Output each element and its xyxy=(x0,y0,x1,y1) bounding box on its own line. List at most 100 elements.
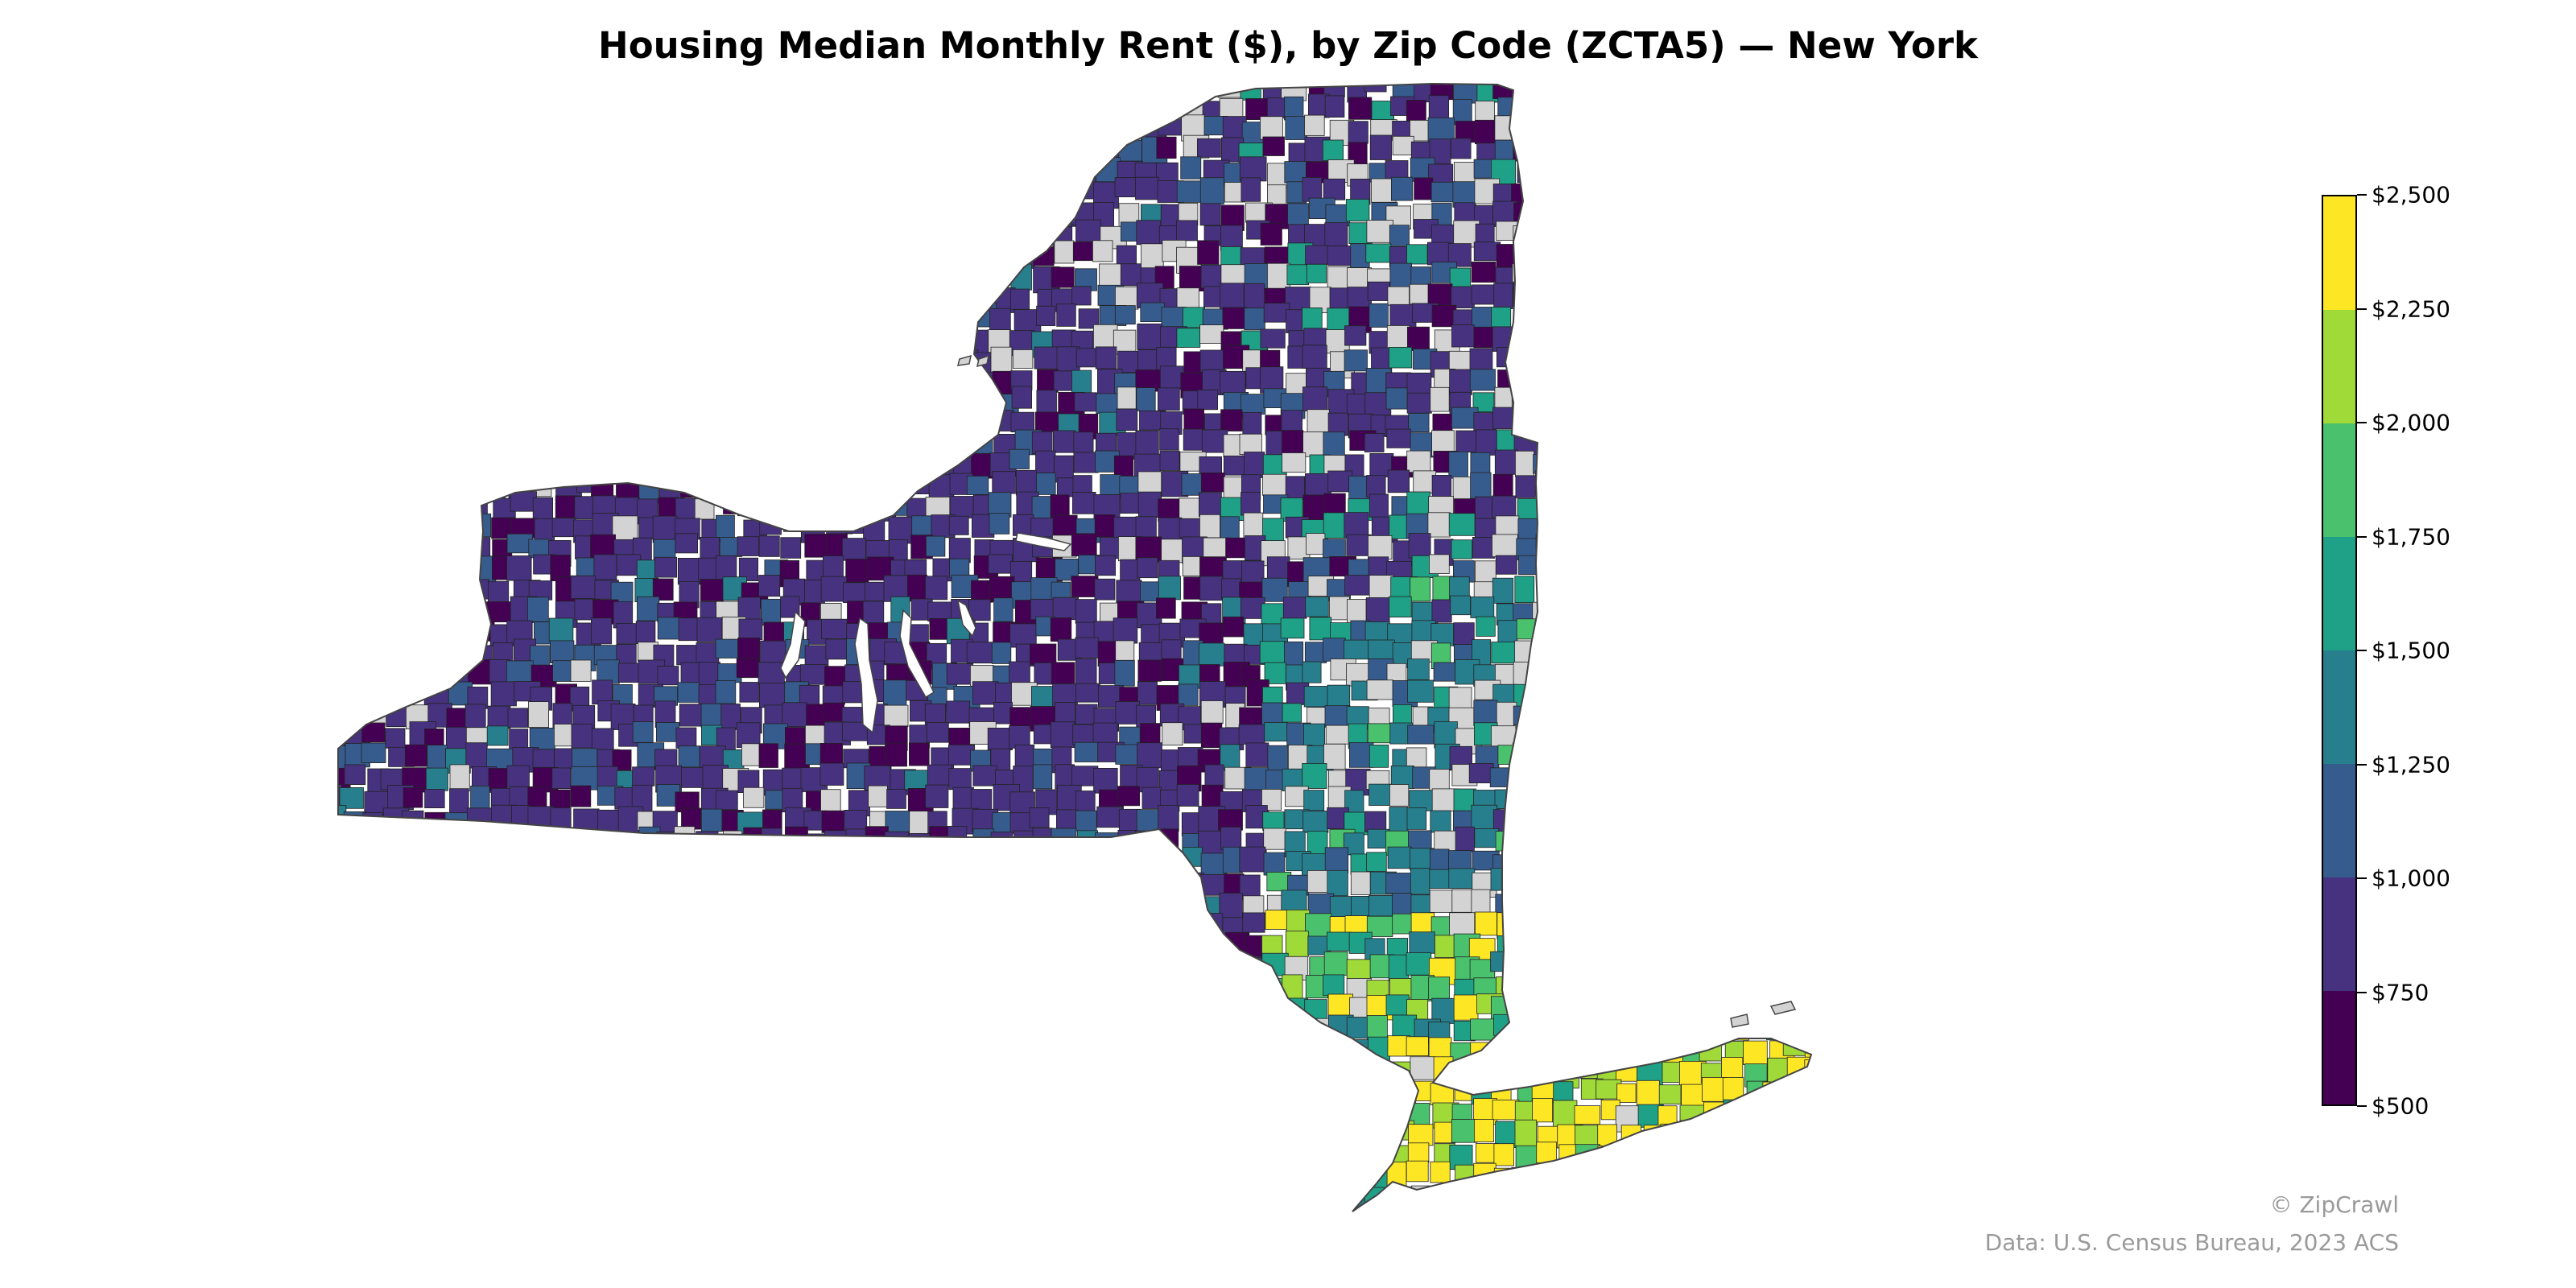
zcta-region xyxy=(721,351,742,371)
zcta-region xyxy=(1782,160,1807,188)
zcta-region xyxy=(1622,350,1646,371)
zcta-region xyxy=(571,388,597,411)
zcta-region xyxy=(1553,309,1575,336)
zcta-region xyxy=(597,283,624,303)
zcta-region xyxy=(890,473,912,499)
zcta-region xyxy=(490,681,517,707)
zcta-region xyxy=(464,1059,490,1082)
zcta-region xyxy=(968,265,993,287)
zcta-region xyxy=(948,1206,975,1212)
zcta-region xyxy=(409,936,431,961)
zcta-region xyxy=(1665,1185,1691,1209)
zcta-region xyxy=(969,84,994,101)
zcta-region xyxy=(1365,597,1390,623)
zcta-region xyxy=(1492,534,1518,558)
zcta-region xyxy=(863,387,889,408)
zcta-region xyxy=(674,244,695,264)
zcta-region xyxy=(673,310,699,332)
zcta-region xyxy=(908,308,929,331)
zcta-region xyxy=(342,389,363,410)
colorbar-tick xyxy=(2357,1105,2367,1107)
zcta-region xyxy=(1786,787,1810,808)
zcta-region xyxy=(1535,470,1563,491)
zcta-region xyxy=(1721,724,1748,751)
zcta-region xyxy=(657,119,677,147)
zcta-region xyxy=(947,306,974,327)
zcta-region xyxy=(1158,912,1185,936)
zcta-region xyxy=(738,618,763,641)
zcta-region xyxy=(1747,956,1772,983)
zcta-region xyxy=(1678,266,1701,287)
zcta-region xyxy=(991,177,1017,202)
zcta-region xyxy=(1203,1038,1224,1063)
zcta-region xyxy=(1286,264,1310,286)
zcta-region xyxy=(1222,1060,1243,1080)
zcta-region xyxy=(551,1059,579,1081)
zcta-region xyxy=(427,351,452,373)
zcta-region xyxy=(991,142,1016,168)
zcta-region xyxy=(743,469,765,494)
zcta-region xyxy=(338,1063,353,1088)
zcta-region xyxy=(781,1104,808,1128)
zcta-region xyxy=(338,309,349,337)
zcta-region xyxy=(365,1187,386,1212)
zcta-region xyxy=(1245,742,1269,767)
zcta-region xyxy=(1727,769,1747,791)
zcta-region xyxy=(1683,224,1708,244)
zcta-region xyxy=(404,1187,430,1211)
zcta-region xyxy=(1179,1183,1201,1203)
zcta-region xyxy=(865,1163,887,1184)
zcta-region xyxy=(571,139,594,165)
zcta-region xyxy=(1261,1209,1283,1212)
zcta-region xyxy=(1644,283,1664,303)
zcta-region xyxy=(1349,1161,1371,1184)
zcta-region xyxy=(470,370,493,398)
zcta-region xyxy=(1433,662,1457,682)
zcta-region xyxy=(1156,888,1178,914)
zcta-region xyxy=(824,830,849,851)
zcta-region xyxy=(945,891,970,913)
zcta-region xyxy=(675,203,699,229)
zcta-region xyxy=(866,872,890,897)
zcta-region xyxy=(553,1020,578,1046)
zcta-region xyxy=(696,617,723,642)
zcta-region xyxy=(490,350,510,378)
zcta-region xyxy=(1392,1097,1412,1121)
zcta-region xyxy=(1284,641,1304,669)
zcta-region xyxy=(1558,1019,1587,1042)
zcta-region xyxy=(1176,220,1198,242)
zcta-region xyxy=(972,159,994,184)
zcta-region xyxy=(527,98,552,122)
zcta-region xyxy=(1075,683,1100,703)
zcta-region xyxy=(1554,623,1577,645)
zcta-region xyxy=(760,180,781,204)
zcta-region xyxy=(1262,136,1285,156)
zcta-region xyxy=(700,914,727,934)
zcta-region xyxy=(1678,850,1699,872)
zcta-region xyxy=(968,329,991,355)
zcta-region xyxy=(444,1038,469,1063)
zcta-region xyxy=(1368,1142,1394,1170)
zcta-region xyxy=(804,1042,830,1062)
zcta-region xyxy=(530,114,553,137)
zcta-region xyxy=(1513,365,1535,391)
zcta-region xyxy=(1659,114,1686,137)
zcta-region xyxy=(449,788,469,815)
zcta-region xyxy=(1579,638,1603,663)
zcta-region xyxy=(363,576,385,603)
zcta-region xyxy=(381,831,404,852)
zcta-region xyxy=(634,282,660,307)
zcta-region xyxy=(1035,937,1063,960)
zcta-region xyxy=(1720,645,1746,665)
zcta-region xyxy=(782,331,806,357)
zcta-region xyxy=(617,958,644,982)
zcta-region xyxy=(636,559,658,580)
zcta-region xyxy=(634,428,658,456)
zcta-region xyxy=(531,452,558,478)
zcta-region xyxy=(1283,1062,1305,1084)
zcta-region xyxy=(723,1126,749,1148)
zcta-region xyxy=(382,1161,407,1181)
zcta-region xyxy=(383,993,410,1018)
zcta-region xyxy=(1686,1166,1714,1188)
zcta-region xyxy=(1323,1206,1345,1212)
